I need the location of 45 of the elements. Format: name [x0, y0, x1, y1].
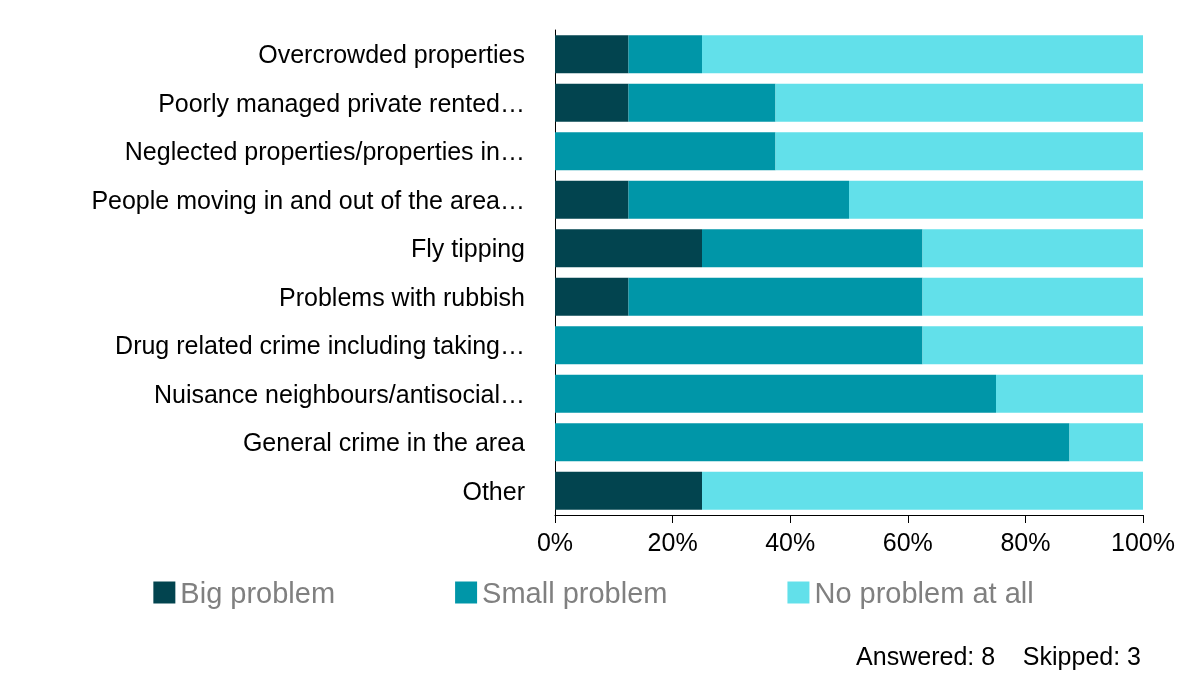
y-tick-label: Drug related crime including taking…: [115, 331, 525, 360]
bar: [628, 180, 849, 219]
bar: [922, 277, 1143, 316]
legend-label: No problem at all: [814, 576, 1034, 609]
bar: [996, 374, 1143, 413]
bar: [1069, 423, 1143, 462]
bar: [555, 326, 923, 365]
bar: [775, 83, 1143, 122]
bar: [555, 277, 629, 316]
y-tick-label: Poorly managed private rented…: [158, 88, 525, 117]
y-tick-label: General crime in the area: [242, 428, 526, 457]
bar: [555, 35, 629, 74]
x-tick-label: 60%: [882, 527, 933, 556]
y-tick-label: Neglected properties/properties in…: [124, 137, 525, 166]
bar: [555, 229, 702, 268]
bar: [555, 83, 629, 122]
y-tick-label: Fly tipping: [411, 234, 525, 263]
y-tick-label: Other: [462, 476, 525, 505]
bar: [775, 132, 1143, 171]
y-tick-label: People moving in and out of the area…: [91, 185, 525, 214]
legend-label: Big problem: [180, 576, 336, 609]
bar: [555, 374, 996, 413]
bar: [702, 471, 1143, 510]
x-tick-label: 100%: [1111, 527, 1175, 556]
y-tick-label: Problems with rubbish: [279, 282, 525, 311]
bar: [555, 471, 702, 510]
legend-label: Small problem: [482, 576, 668, 609]
bar: [628, 83, 776, 122]
bar: [922, 229, 1143, 268]
x-tick-label: 80%: [1000, 527, 1051, 556]
bar: [555, 423, 1070, 462]
bar: [628, 277, 923, 316]
bar: [628, 35, 702, 74]
x-tick-label: 20%: [647, 527, 698, 556]
y-tick-label: Overcrowded properties: [258, 40, 525, 69]
x-tick-label: 0%: [536, 527, 574, 556]
bar: [849, 180, 1143, 219]
bar: [702, 35, 1143, 74]
y-tick-label: Nuisance neighbours/antisocial…: [153, 379, 525, 408]
x-tick-label: 40%: [765, 527, 816, 556]
text: Answered: 8 Skipped: 3: [856, 641, 1141, 670]
bar: [555, 180, 629, 219]
bar: [702, 229, 923, 268]
bar: [555, 132, 776, 171]
bar: [922, 326, 1143, 365]
